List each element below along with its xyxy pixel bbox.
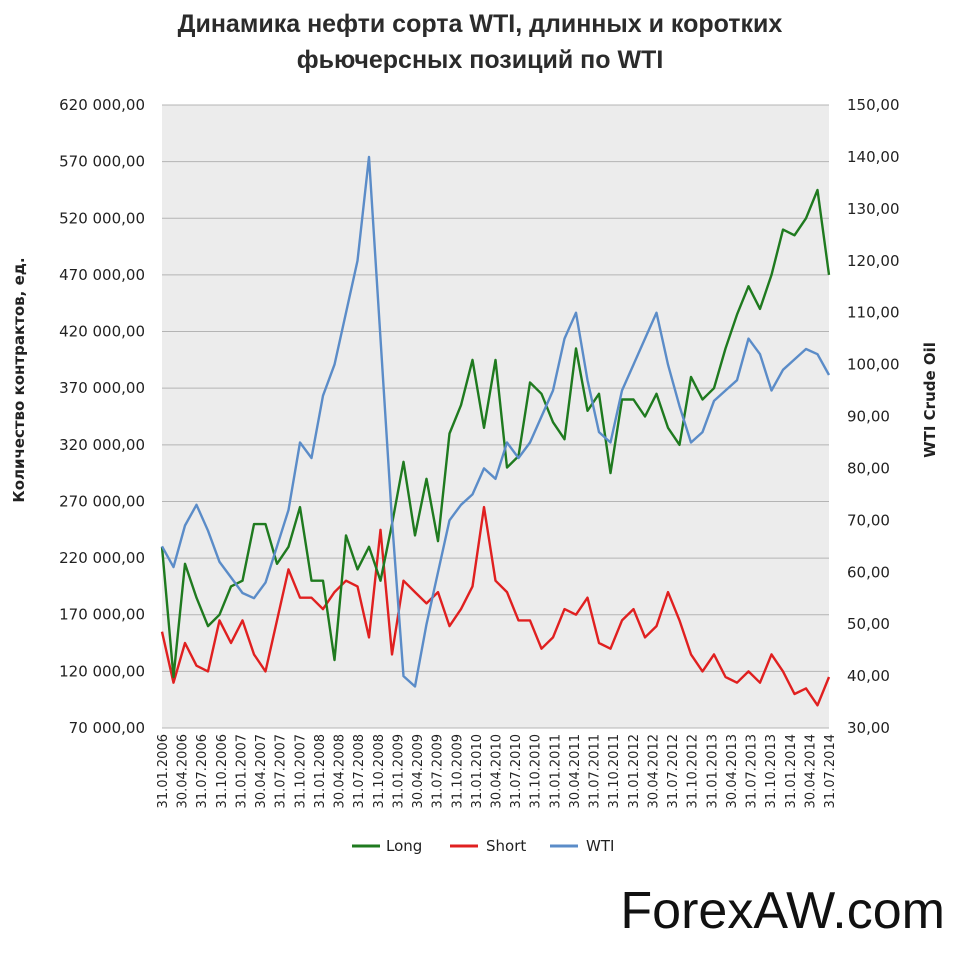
left-axis-label: Количество контрактов, ед. bbox=[10, 257, 28, 502]
x-tick-label: 31.01.2008 bbox=[313, 734, 328, 808]
right-tick-label: 90,00 bbox=[847, 408, 890, 426]
x-tick-label: 30.04.2013 bbox=[725, 734, 740, 808]
right-tick-label: 140,00 bbox=[847, 148, 900, 166]
right-tick-label: 100,00 bbox=[847, 356, 900, 374]
x-tick-label: 31.10.2008 bbox=[372, 734, 387, 808]
x-tick-label: 30.04.2006 bbox=[176, 734, 191, 808]
x-tick-label: 31.01.2009 bbox=[391, 734, 406, 808]
right-tick-label: 40,00 bbox=[847, 667, 890, 685]
legend-long-label: Long bbox=[386, 837, 422, 855]
x-tick-label: 31.10.2010 bbox=[529, 734, 544, 808]
left-tick-label: 620 000,00 bbox=[59, 96, 145, 114]
legend-short-label: Short bbox=[486, 837, 526, 855]
series-line-long bbox=[160, 188, 831, 679]
x-tick-label: 31.07.2011 bbox=[588, 734, 603, 808]
right-tick-label: 60,00 bbox=[847, 563, 890, 581]
x-tick-label: 31.10.2006 bbox=[215, 734, 230, 808]
x-tick-label: 31.07.2008 bbox=[352, 734, 367, 808]
chart-title-line-2: фьючерсных позиций по WTI bbox=[297, 46, 664, 74]
right-tick-label: 50,00 bbox=[847, 615, 890, 633]
series-lines bbox=[160, 155, 831, 707]
left-axis-ticks: 620 000,00 570 000,00 520 000,00 470 000,00… bbox=[59, 96, 145, 737]
series-line-wti bbox=[160, 155, 831, 688]
x-tick-label: 31.10.2013 bbox=[764, 734, 779, 808]
x-tick-label: 30.04.2014 bbox=[803, 734, 818, 808]
x-tick-label: 31.01.2013 bbox=[705, 734, 720, 808]
left-tick-label: 420 000,00 bbox=[59, 323, 145, 341]
x-axis-ticks: 31.01.2006 30.04.2006 31.07.2006 31.10.2006… bbox=[156, 734, 838, 808]
left-tick-label: 320 000,00 bbox=[59, 436, 145, 454]
x-tick-label: 30.04.2009 bbox=[411, 734, 426, 808]
right-tick-label: 130,00 bbox=[847, 200, 900, 218]
x-tick-label: 30.04.2011 bbox=[568, 734, 583, 808]
left-tick-label: 270 000,00 bbox=[59, 492, 145, 510]
x-tick-label: 30.04.2010 bbox=[490, 734, 505, 808]
right-tick-label: 30,00 bbox=[847, 719, 890, 737]
x-tick-label: 31.07.2012 bbox=[666, 734, 681, 808]
x-tick-label: 31.07.2010 bbox=[509, 734, 524, 808]
left-tick-label: 70 000,00 bbox=[69, 719, 145, 737]
left-tick-label: 520 000,00 bbox=[59, 209, 145, 227]
legend-wti-label: WTI bbox=[586, 837, 614, 855]
x-tick-label: 31.07.2014 bbox=[823, 734, 838, 808]
left-tick-label: 370 000,00 bbox=[59, 379, 145, 397]
right-tick-label: 120,00 bbox=[847, 252, 900, 270]
x-tick-label: 31.07.2013 bbox=[745, 734, 760, 808]
left-tick-label: 120 000,00 bbox=[59, 662, 145, 680]
x-tick-label: 31.01.2011 bbox=[548, 734, 563, 808]
watermark-text: ForexAW.com bbox=[620, 882, 945, 940]
x-tick-label: 31.01.2006 bbox=[156, 734, 171, 808]
x-tick-label: 31.01.2007 bbox=[234, 734, 249, 808]
x-tick-label: 31.01.2012 bbox=[627, 734, 642, 808]
left-tick-label: 220 000,00 bbox=[59, 549, 145, 567]
x-tick-label: 31.01.2014 bbox=[784, 734, 799, 808]
x-tick-label: 31.07.2007 bbox=[274, 734, 289, 808]
right-tick-label: 80,00 bbox=[847, 459, 890, 477]
right-tick-label: 150,00 bbox=[847, 96, 900, 114]
x-tick-label: 31.01.2010 bbox=[470, 734, 485, 808]
right-tick-label: 70,00 bbox=[847, 511, 890, 529]
legend: Long Short WTI bbox=[352, 837, 614, 855]
right-tick-label: 110,00 bbox=[847, 304, 900, 322]
plot-area bbox=[162, 105, 829, 728]
left-tick-label: 570 000,00 bbox=[59, 153, 145, 171]
x-tick-label: 30.04.2007 bbox=[254, 734, 269, 808]
x-tick-label: 30.04.2008 bbox=[333, 734, 348, 808]
chart-title-line-1: Динамика нефти сорта WTI, длинных и коро… bbox=[178, 10, 783, 38]
x-tick-label: 31.10.2012 bbox=[686, 734, 701, 808]
gridlines bbox=[162, 104, 829, 729]
series-line-short bbox=[160, 505, 831, 707]
x-tick-label: 31.10.2011 bbox=[607, 734, 622, 808]
x-tick-label: 31.07.2009 bbox=[431, 734, 446, 808]
x-tick-label: 31.10.2009 bbox=[450, 734, 465, 808]
left-tick-label: 170 000,00 bbox=[59, 606, 145, 624]
left-tick-label: 470 000,00 bbox=[59, 266, 145, 284]
right-axis-ticks: 150,00 140,00 130,00 120,00 110,00 100,00 90,0… bbox=[847, 96, 900, 737]
right-axis-label: WTI Crude Oil bbox=[921, 342, 939, 458]
x-tick-label: 31.07.2006 bbox=[195, 734, 210, 808]
x-tick-label: 30.04.2012 bbox=[646, 734, 661, 808]
x-tick-label: 31.10.2007 bbox=[293, 734, 308, 808]
